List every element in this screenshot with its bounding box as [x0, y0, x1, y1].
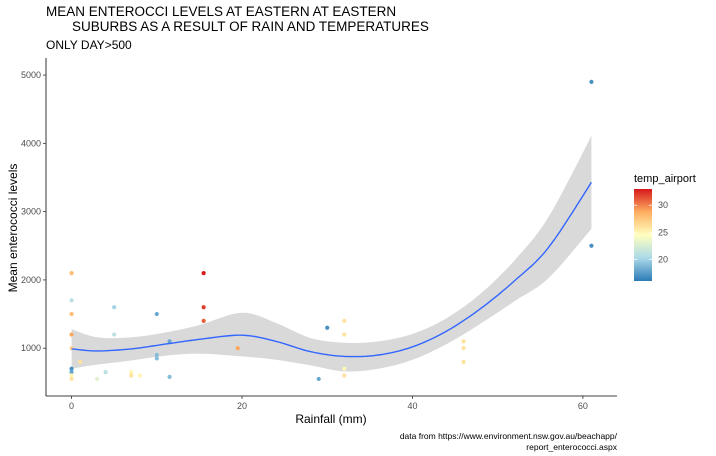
data-point	[69, 370, 74, 375]
data-point	[69, 298, 74, 303]
data-point	[154, 311, 159, 317]
chart-title-line-1: MEAN ENTEROCCI LEVELS AT EASTERN AT EAST…	[46, 4, 396, 19]
x-axis-title: Rainfall (mm)	[295, 412, 366, 426]
data-point	[154, 352, 159, 358]
data-point	[95, 376, 100, 382]
legend-colorbar	[634, 189, 652, 281]
chart-subtitle: ONLY DAY>500	[46, 38, 132, 52]
data-point	[201, 305, 206, 310]
data-point	[201, 270, 206, 276]
data-point	[316, 376, 321, 382]
legend: temp_airport 20 25 30	[634, 173, 696, 281]
data-point	[129, 370, 134, 375]
data-point	[589, 243, 594, 248]
data-point	[154, 356, 159, 361]
y-tick-label: 1000	[21, 343, 41, 353]
data-point	[342, 318, 347, 323]
legend-tick-label: 20	[658, 254, 668, 264]
data-point	[167, 374, 172, 379]
x-tick-label: 20	[237, 401, 247, 411]
data-point	[235, 346, 240, 351]
legend-tick-label: 30	[658, 200, 668, 210]
chart-title-line-2: SUBURBS AS A RESULT OF RAIN AND TEMPERAT…	[72, 19, 429, 34]
data-point	[112, 305, 117, 310]
data-point	[77, 359, 83, 364]
data-point	[589, 79, 594, 84]
y-tick-label: 4000	[21, 138, 41, 148]
data-point	[342, 332, 347, 337]
data-point	[103, 370, 108, 375]
data-point	[461, 359, 466, 364]
caption-line-1: data from https://www.environment.nsw.go…	[400, 431, 618, 441]
data-point	[342, 366, 347, 371]
data-point	[201, 318, 206, 323]
y-tick-label: 5000	[21, 70, 41, 80]
smooth-line	[71, 181, 592, 358]
data-point	[69, 373, 74, 378]
y-tick-label: 2000	[21, 275, 41, 285]
data-point	[69, 311, 74, 317]
data-point	[342, 373, 347, 378]
legend-tick-label: 25	[658, 227, 668, 237]
plot-panel: 1000 2000 3000 4000 5000 0 20 40 60	[21, 58, 617, 411]
data-point	[69, 366, 74, 371]
y-axis-title: Mean enterococci levels	[6, 164, 20, 293]
x-tick-label: 40	[407, 401, 417, 411]
data-point	[325, 325, 330, 330]
data-point	[137, 373, 142, 378]
data-point	[112, 332, 117, 337]
y-tick-label: 3000	[21, 207, 41, 217]
data-point	[69, 376, 74, 382]
data-point	[69, 332, 74, 337]
caption-line-2: report_enterococci.aspx	[526, 442, 617, 452]
confidence-ribbon	[71, 135, 592, 372]
legend-title: temp_airport	[634, 173, 696, 185]
data-point	[129, 373, 134, 378]
data-point	[461, 346, 466, 351]
x-tick-label: 60	[578, 401, 588, 411]
data-point	[167, 339, 172, 344]
x-tick-label: 0	[69, 401, 74, 411]
data-point	[69, 270, 74, 276]
data-point	[461, 339, 466, 344]
